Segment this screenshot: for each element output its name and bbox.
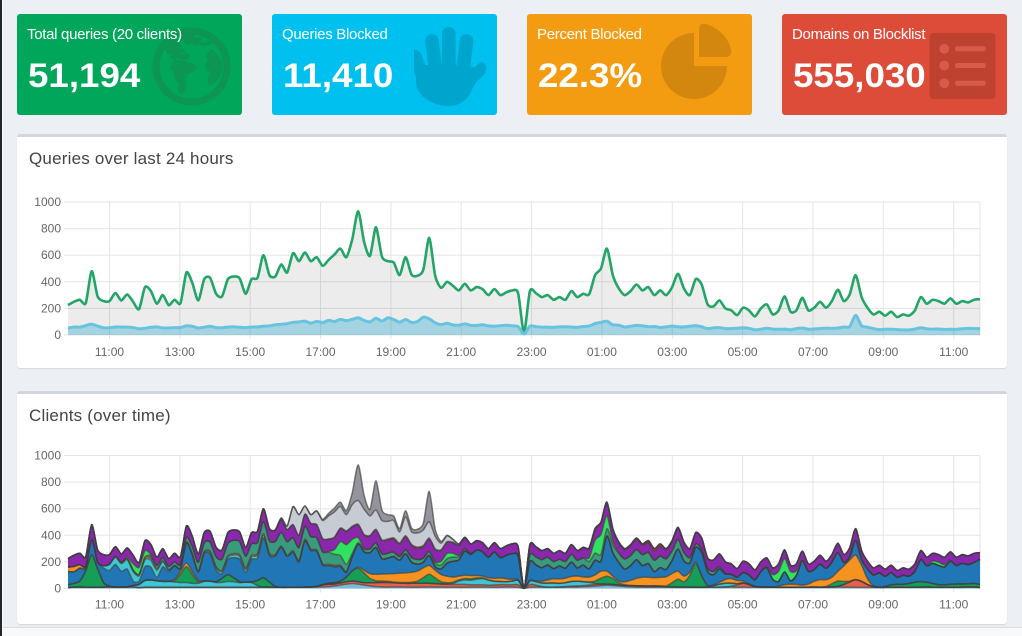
svg-text:400: 400	[41, 528, 61, 542]
svg-text:15:00: 15:00	[235, 345, 265, 359]
svg-text:19:00: 19:00	[376, 598, 406, 612]
svg-text:23:00: 23:00	[517, 345, 547, 359]
svg-text:0: 0	[54, 582, 61, 596]
svg-text:600: 600	[41, 248, 61, 262]
svg-text:0: 0	[54, 328, 61, 342]
svg-text:07:00: 07:00	[798, 345, 828, 359]
svg-text:23:00: 23:00	[517, 598, 547, 612]
svg-text:05:00: 05:00	[728, 345, 758, 359]
svg-text:400: 400	[41, 275, 61, 289]
svg-text:17:00: 17:00	[305, 345, 335, 359]
svg-text:01:00: 01:00	[587, 598, 617, 612]
svg-text:03:00: 03:00	[657, 345, 687, 359]
svg-text:19:00: 19:00	[376, 345, 406, 359]
svg-text:21:00: 21:00	[446, 345, 476, 359]
svg-text:1000: 1000	[34, 195, 61, 209]
svg-text:11:00: 11:00	[939, 345, 968, 359]
svg-text:09:00: 09:00	[868, 345, 898, 359]
svg-text:01:00: 01:00	[587, 345, 617, 359]
svg-text:13:00: 13:00	[165, 598, 195, 612]
svg-text:11:00: 11:00	[939, 598, 968, 612]
svg-text:200: 200	[41, 301, 61, 315]
svg-text:15:00: 15:00	[235, 598, 265, 612]
svg-text:17:00: 17:00	[305, 598, 335, 612]
svg-text:11:00: 11:00	[95, 598, 124, 612]
svg-text:11:00: 11:00	[95, 345, 124, 359]
svg-text:1000: 1000	[34, 449, 61, 463]
svg-text:800: 800	[41, 222, 61, 236]
svg-text:200: 200	[41, 555, 61, 569]
svg-text:05:00: 05:00	[728, 598, 758, 612]
svg-text:07:00: 07:00	[798, 598, 828, 612]
svg-text:09:00: 09:00	[868, 598, 898, 612]
svg-text:800: 800	[41, 475, 61, 489]
svg-text:21:00: 21:00	[446, 598, 476, 612]
svg-text:03:00: 03:00	[657, 598, 687, 612]
svg-text:600: 600	[41, 502, 61, 516]
svg-text:13:00: 13:00	[165, 345, 195, 359]
